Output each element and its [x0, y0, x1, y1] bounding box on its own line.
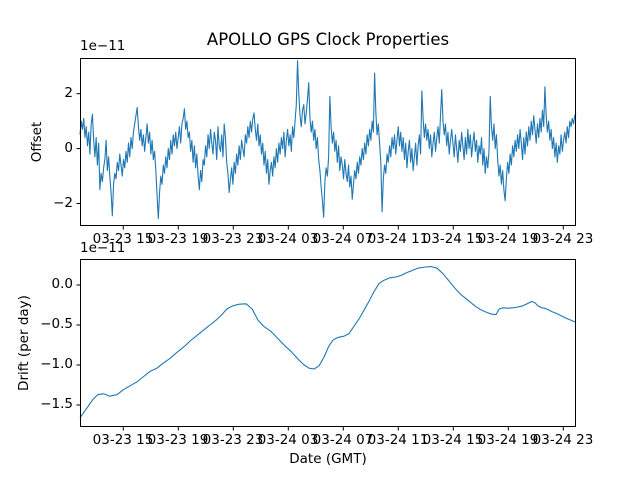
bottom-x-tick-label: 03-23 15 [92, 432, 154, 448]
bottom-y-axis-label: Drift (per day) [16, 295, 33, 391]
bottom-drift-series-line [79, 266, 577, 419]
bottom-x-tick-label: 03-24 15 [422, 432, 484, 448]
top-x-tick-label: 03-24 15 [422, 231, 484, 247]
top-x-tick-label: 03-24 03 [257, 231, 319, 247]
top-axis-scale-offset-text: 1e−11 [80, 38, 126, 54]
bottom-x-tick-label: 03-23 23 [202, 432, 264, 448]
top-x-tick-label: 03-24 23 [532, 231, 594, 247]
bottom-y-tick-label: −1.0 [40, 356, 73, 372]
bottom-y-tick-label: 0.0 [51, 276, 73, 292]
bottom-x-tick-label: 03-24 11 [367, 432, 429, 448]
top-offset-series-line [79, 60, 577, 220]
bottom-y-tick-label: −0.5 [40, 316, 73, 332]
bottom-x-tick-label: 03-24 03 [257, 432, 319, 448]
bottom-y-tick-label: −1.5 [40, 396, 73, 412]
bottom-axes-frame [80, 259, 576, 427]
top-x-tick-label: 03-24 11 [367, 231, 429, 247]
top-y-tick-label: 2 [64, 85, 73, 101]
bottom-axis-scale-offset-text: 1e−11 [80, 240, 126, 256]
top-y-tick-label: 0 [64, 140, 73, 156]
bottom-x-tick-label: 03-24 19 [477, 432, 539, 448]
bottom-x-tick-label: 03-24 07 [312, 432, 374, 448]
top-x-tick-label: 03-24 07 [312, 231, 374, 247]
top-x-tick-label: 03-24 19 [477, 231, 539, 247]
top-x-tick-label: 03-23 23 [202, 231, 264, 247]
top-x-tick-label: 03-23 15 [92, 231, 154, 247]
bottom-x-tick-label: 03-23 19 [147, 432, 209, 448]
figure-title: APOLLO GPS Clock Properties [206, 30, 450, 49]
x-axis-label: Date (GMT) [289, 451, 367, 467]
bottom-x-tick-label: 03-24 23 [532, 432, 594, 448]
top-y-tick-label: −2 [53, 195, 73, 211]
top-x-tick-label: 03-23 19 [147, 231, 209, 247]
top-axes-frame [80, 58, 576, 226]
